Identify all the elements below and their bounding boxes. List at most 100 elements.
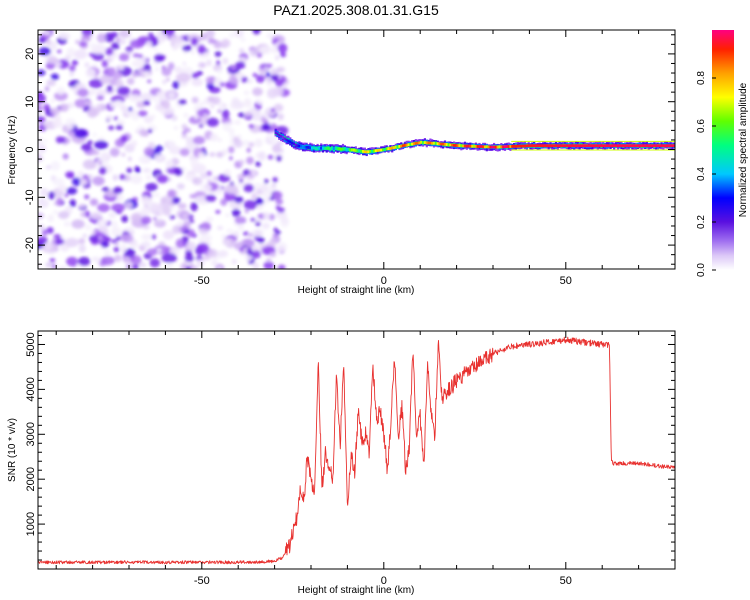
noise-blob	[250, 217, 256, 222]
track-core	[371, 149, 374, 153]
track-core	[465, 144, 468, 148]
noise-blob	[74, 98, 88, 109]
noise-blob	[131, 60, 142, 68]
track-core	[414, 141, 417, 145]
track-core	[352, 148, 356, 152]
noise-blob	[239, 247, 244, 253]
track-core	[594, 144, 598, 148]
noise-blob	[271, 72, 279, 82]
noise-blob	[275, 211, 288, 219]
track-core	[607, 144, 610, 148]
track-core	[494, 145, 497, 149]
noise-blob	[150, 36, 158, 43]
noise-blob	[252, 72, 258, 78]
noise-blob	[46, 165, 52, 170]
track-core	[407, 143, 410, 147]
track-core	[549, 144, 552, 148]
noise-blob	[246, 247, 254, 256]
noise-blob	[253, 218, 262, 224]
noise-blob	[71, 219, 85, 229]
noise-blob	[260, 64, 266, 70]
noise-blob	[159, 106, 175, 116]
noise-blob	[179, 148, 190, 157]
track-core	[394, 145, 397, 149]
track-core	[503, 145, 507, 149]
track-core	[334, 147, 337, 151]
noise-blob	[206, 59, 212, 67]
noise-blob	[110, 31, 119, 38]
track-core	[460, 144, 463, 148]
track-core	[551, 144, 554, 148]
noise-blob	[218, 101, 226, 111]
noise-blob	[232, 77, 239, 85]
track-core	[502, 145, 505, 149]
x-tick-label: -50	[194, 275, 210, 287]
noise-blob	[84, 194, 90, 200]
track-core	[369, 150, 372, 153]
noise-blob	[196, 259, 205, 267]
noise-blob	[231, 208, 241, 217]
track-core	[496, 145, 499, 149]
noise-blob	[243, 184, 254, 193]
track-core	[474, 145, 477, 148]
noise-blob	[66, 187, 78, 195]
track-core	[449, 143, 452, 147]
track-core	[576, 144, 579, 148]
noise-blob	[132, 71, 138, 78]
noise-blob	[73, 49, 88, 60]
noise-blob	[166, 77, 170, 82]
track-core	[565, 144, 568, 148]
noise-blob	[196, 242, 209, 252]
track-core	[585, 144, 588, 148]
noise-blob	[66, 47, 76, 58]
noise-blob	[253, 182, 262, 191]
noise-blob	[71, 59, 79, 66]
track-core	[571, 144, 574, 148]
noise-blob	[54, 91, 68, 101]
noise-blob	[131, 140, 138, 147]
track-core	[625, 144, 629, 148]
noise-blob	[38, 47, 51, 56]
noise-blob	[154, 244, 170, 255]
track-core	[376, 149, 379, 152]
noise-blob	[217, 266, 222, 269]
track-core	[656, 144, 659, 148]
noise-blob	[108, 125, 115, 131]
noise-blob	[205, 76, 216, 84]
noise-blob	[242, 139, 250, 147]
noise-blob	[194, 114, 199, 120]
noise-blob	[38, 111, 42, 117]
track-core	[383, 148, 386, 151]
noise-blob	[235, 61, 246, 69]
noise-blob	[38, 212, 45, 220]
track-core	[411, 142, 414, 146]
noise-blob	[240, 37, 246, 42]
track-core	[593, 144, 596, 148]
track-core	[578, 144, 581, 148]
snr-x-ticks: -50 0 50	[55, 331, 676, 587]
noise-blob	[229, 132, 235, 138]
track-core	[463, 144, 467, 148]
noise-blob	[58, 265, 67, 269]
track-core	[440, 142, 443, 146]
noise-blob	[64, 193, 69, 198]
track-core	[645, 144, 649, 148]
noise-blob	[124, 174, 131, 182]
noise-blob	[221, 234, 226, 240]
noise-blob	[124, 143, 135, 153]
track-core	[556, 144, 559, 148]
noise-blob	[178, 99, 187, 105]
track-core	[289, 140, 292, 144]
track-core	[616, 144, 619, 148]
noise-blob	[90, 211, 102, 220]
noise-blob	[218, 250, 229, 258]
noise-blob	[135, 167, 141, 174]
noise-blob	[207, 248, 218, 258]
noise-blob	[257, 236, 265, 244]
noise-blob	[49, 258, 56, 263]
noise-blob	[147, 128, 153, 134]
noise-blob	[114, 100, 124, 107]
noise-blob	[114, 254, 122, 262]
noise-blob	[154, 145, 164, 152]
noise-blob	[177, 203, 187, 209]
